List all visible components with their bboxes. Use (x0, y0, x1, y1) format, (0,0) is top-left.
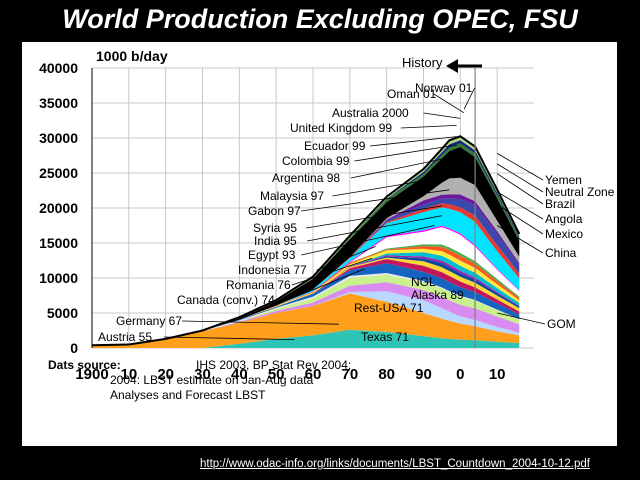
annotation-malaysia-97: Malaysia 97 (260, 189, 324, 203)
history-arrow-icon (446, 59, 458, 73)
source-line-1: IHS 2003, BP Stat Rev 2004; (196, 358, 351, 372)
source-label: Dats source: (48, 358, 121, 372)
y-tick-label: 35000 (39, 95, 78, 111)
annotation-ecuador-99: Ecuador 99 (304, 139, 366, 153)
units-label: 1000 b/day (96, 48, 168, 64)
y-tick-label: 25000 (39, 165, 78, 181)
history-marker: History (402, 55, 482, 73)
slide-title: World Production Excluding OPEC, FSU (0, 4, 640, 35)
y-tick-label: 5000 (47, 305, 78, 321)
leader-line (401, 125, 457, 128)
annotation-syria-95: Syria 95 (253, 221, 297, 235)
source-line-2: 2004: LBST estimate on Jan-Aug data (110, 373, 313, 387)
annotation-india-95: India 95 (254, 234, 297, 248)
annotation-canada-conv-74: Canada (conv.) 74 (177, 293, 275, 307)
annotation-gom: GOM (547, 317, 576, 331)
annotation-rest-usa-71: Rest-USA 71 (354, 301, 424, 315)
annotation-united-kingdom-99: United Kingdom 99 (290, 121, 392, 135)
y-tick-label: 15000 (39, 235, 78, 251)
y-tick-label: 0 (70, 340, 78, 356)
y-tick-label: 20000 (39, 200, 78, 216)
source-line-3: Analyses and Forecast LBST (110, 388, 265, 402)
annotation-ngl: NGL (411, 275, 436, 289)
annotation-australia-2000: Australia 2000 (332, 106, 409, 120)
source-url-link[interactable]: http://www.odac-info.org/links/documents… (200, 458, 590, 470)
annotation-alaska-89: Alaska 89 (411, 288, 464, 302)
history-label: History (402, 55, 443, 70)
annotation-brazil: Brazil (545, 197, 575, 211)
annotation-germany-67: Germany 67 (116, 314, 182, 328)
y-tick-label: 10000 (39, 270, 78, 286)
annotation-mexico: Mexico (545, 227, 583, 241)
annotation-egypt-93: Egypt 93 (248, 248, 296, 262)
annotation-gabon-97: Gabon 97 (248, 204, 301, 218)
annotation-china: China (545, 246, 577, 260)
annotation-indonesia-77: Indonesia 77 (238, 263, 307, 277)
annotation-colombia-99: Colombia 99 (282, 154, 350, 168)
annotation-argentina-98: Argentina 98 (272, 171, 340, 185)
x-tick-label: 90 (415, 366, 432, 383)
annotation-austria-55: Austria 55 (98, 330, 152, 344)
x-tick-label: 0 (456, 366, 464, 383)
y-tick-label: 40000 (39, 60, 78, 76)
annotation-texas-71: Texas 71 (361, 330, 409, 344)
y-tick-label: 30000 (39, 130, 78, 146)
annotation-romania-76: Romania 76 (226, 278, 291, 292)
leader-line (424, 113, 461, 118)
annotation-norway-01: Norway 01 (415, 81, 473, 95)
x-tick-label: 10 (489, 366, 506, 383)
annotation-angola: Angola (545, 212, 583, 226)
leader-line (497, 153, 543, 180)
x-tick-label: 80 (378, 366, 395, 383)
